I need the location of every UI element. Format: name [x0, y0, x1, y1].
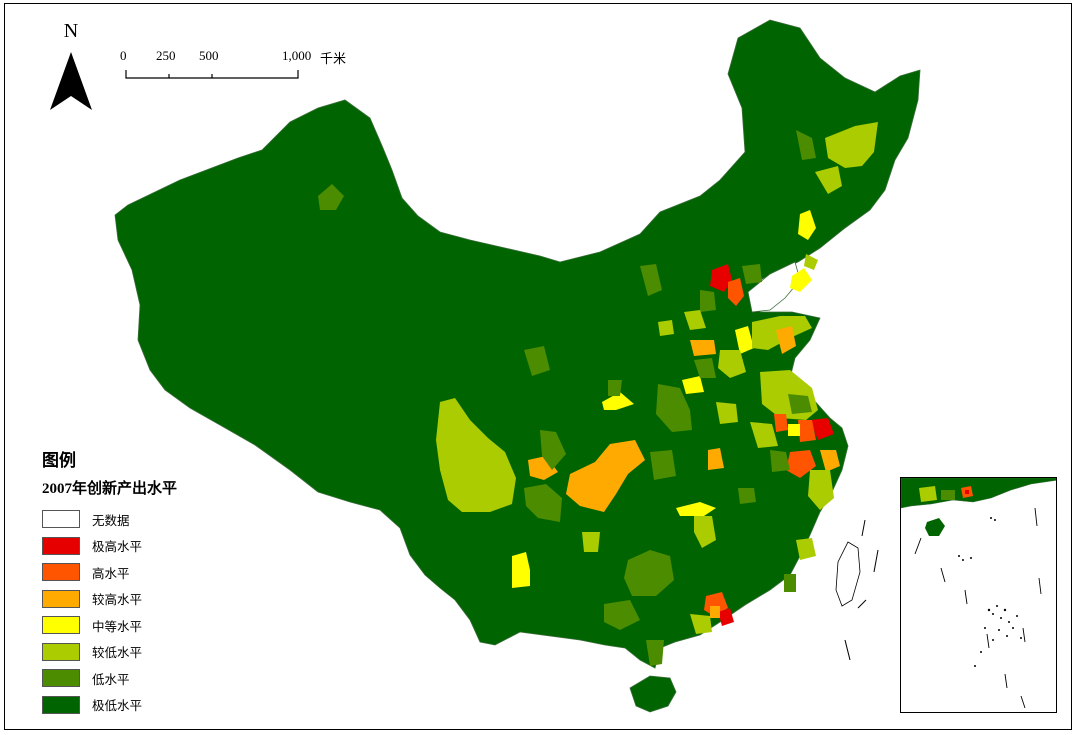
scale-tick-0: 0	[120, 48, 127, 63]
legend-swatch	[42, 510, 80, 529]
legend-item: 低水平	[42, 665, 177, 692]
legend-label: 无数据	[92, 512, 130, 528]
legend-swatch	[42, 536, 80, 555]
legend-item: 较高水平	[42, 586, 177, 613]
legend-swatch	[42, 563, 80, 582]
inset-hainan	[925, 518, 945, 536]
scale-tick-500: 500	[199, 48, 219, 63]
inset-islands	[958, 517, 1022, 667]
legend-swatch	[42, 589, 80, 608]
scale-bar	[125, 70, 299, 79]
legend-label: 低水平	[92, 671, 130, 687]
legend-label: 极低水平	[92, 698, 143, 714]
legend-item: 较低水平	[42, 639, 177, 666]
legend-label: 较低水平	[92, 645, 143, 661]
legend-swatch	[42, 642, 80, 661]
legend-label: 高水平	[92, 565, 130, 581]
legend-item: 高水平	[42, 559, 177, 586]
scale-unit: 千米	[320, 51, 347, 66]
legend-item: 中等水平	[42, 612, 177, 639]
legend-item: 极低水平	[42, 692, 177, 719]
scale-tick-250: 250	[156, 48, 176, 63]
legend-label: 较高水平	[92, 592, 143, 608]
south-sea-islands	[844, 519, 879, 661]
legend-swatch	[42, 616, 80, 635]
scale-tick-1000: 1,000	[282, 48, 312, 63]
legend-item: 无数据	[42, 506, 177, 533]
legend-label: 中等水平	[92, 618, 143, 634]
legend-swatch	[42, 669, 80, 688]
inset-boundary-dashes	[914, 507, 1042, 709]
inset-coast	[901, 478, 1056, 509]
legend-item: 极高水平	[42, 533, 177, 560]
legend-label: 极高水平	[92, 539, 143, 555]
legend-swatch	[42, 695, 80, 714]
north-indicator: N	[50, 20, 92, 42]
legend: 图例 2007年创新产出水平 无数据极高水平高水平较高水平中等水平较低水平低水平…	[42, 446, 177, 718]
inset-map	[901, 478, 1056, 709]
south-china-sea-inset	[900, 477, 1057, 713]
legend-title: 图例	[42, 451, 76, 471]
north-label: N	[63, 20, 79, 42]
taiwan-outline	[835, 541, 861, 607]
hainan-island	[629, 675, 677, 713]
legend-subtitle: 2007年创新产出水平	[42, 481, 178, 497]
north-arrow-icon	[50, 52, 92, 110]
china-landmass	[114, 19, 921, 669]
legend-items: 无数据极高水平高水平较高水平中等水平较低水平低水平极低水平	[42, 506, 177, 718]
